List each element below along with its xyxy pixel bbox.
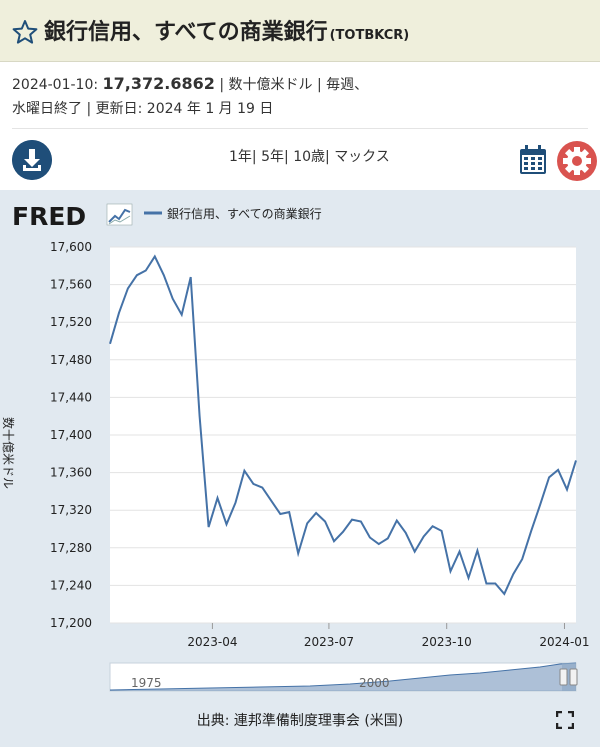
- fullscreen-icon[interactable]: [556, 711, 574, 729]
- range-5y-link[interactable]: 5年: [261, 149, 285, 165]
- y-tick-label: 17,320: [50, 503, 92, 517]
- fred-logo: FRED: [12, 202, 133, 231]
- series-header: 銀行信用、すべての商業銀行 (TOTBKCR): [0, 0, 600, 62]
- series-code: (TOTBKCR): [329, 28, 410, 43]
- units-frequency: | 数十億米ドル | 毎週、: [219, 77, 369, 93]
- calendar-icon[interactable]: [519, 145, 547, 175]
- x-tick-label: 2023-04: [187, 635, 237, 649]
- y-tick-label: 17,400: [50, 428, 92, 442]
- observation-value: 17,372.6862: [102, 74, 215, 93]
- fred-logo-icon: [106, 203, 133, 226]
- range-separator: |: [325, 149, 330, 165]
- fred-logo-text: FRED: [12, 202, 86, 231]
- y-tick-label: 17,600: [50, 240, 92, 254]
- range-max-link[interactable]: マックス: [334, 149, 390, 165]
- gear-icon[interactable]: [556, 140, 598, 182]
- range-navigator[interactable]: 1975 2000: [109, 662, 578, 692]
- y-tick-label: 17,280: [50, 541, 92, 555]
- observation-line-1: 2024-01-10: 17,372.6862 | 数十億米ドル | 毎週、: [12, 72, 572, 97]
- range-1y-link[interactable]: 1年: [229, 149, 252, 165]
- range-separator: |: [251, 149, 257, 165]
- navigator-area: [110, 663, 576, 691]
- chart-legend: 銀行信用、すべての商業銀行: [144, 206, 322, 221]
- y-tick-label: 17,200: [50, 616, 92, 630]
- navigator-line: [109, 662, 577, 691]
- range-10y-link[interactable]: 10歳: [293, 149, 326, 165]
- divider: [12, 128, 588, 129]
- legend-label: 銀行信用、すべての商業銀行: [167, 206, 322, 221]
- download-icon[interactable]: [12, 140, 52, 180]
- fred-chart: FRED 銀行信用、すべての商業銀行 17,20017,24017,28017,…: [1, 202, 590, 692]
- date-range-selector: 1年| 5年| 10歳| マックス: [229, 146, 390, 166]
- series-line[interactable]: [109, 254, 577, 596]
- page-title: 銀行信用、すべての商業銀行 (TOTBKCR): [44, 14, 409, 46]
- observation-info: 2024-01-10: 17,372.6862 | 数十億米ドル | 毎週、 水…: [12, 72, 572, 121]
- x-tick-label: 2024-01: [539, 635, 589, 649]
- y-tick-label: 17,440: [50, 390, 92, 404]
- source-citation: 出典: 連邦準備制度理事会 (米国): [196, 713, 404, 729]
- series-title: 銀行信用、すべての商業銀行: [44, 20, 328, 45]
- navigator-handle-left[interactable]: [559, 668, 568, 686]
- y-axis-label: 数十億米ドル: [1, 417, 16, 489]
- y-tick-label: 17,560: [50, 278, 92, 292]
- observation-date: 2024-01-10:: [12, 77, 99, 93]
- range-separator: |: [284, 149, 289, 165]
- y-tick-label: 17,480: [50, 353, 92, 367]
- x-tick-label: 2023-10: [422, 635, 472, 649]
- x-tick-label: 2023-07: [304, 635, 354, 649]
- navigator-handle-right[interactable]: [569, 668, 578, 686]
- y-tick-label: 17,360: [50, 466, 92, 480]
- star-icon[interactable]: [12, 19, 38, 45]
- observation-line-2: 水曜日終了 | 更新日: 2024 年 1 月 19 日: [12, 101, 274, 117]
- navigator-label: 1975: [131, 676, 162, 690]
- navigator-label: 2000: [359, 676, 390, 690]
- x-axis-ticks: 2023-04 2023-07 2023-10 2024-01: [187, 623, 590, 649]
- y-axis-ticks: 17,200 17,240 17,280 17,320 17,360 17,400 17,4…: [50, 240, 92, 630]
- y-tick-label: 17,520: [50, 315, 92, 329]
- grid-lines: [110, 246, 576, 624]
- y-tick-label: 17,240: [50, 578, 92, 592]
